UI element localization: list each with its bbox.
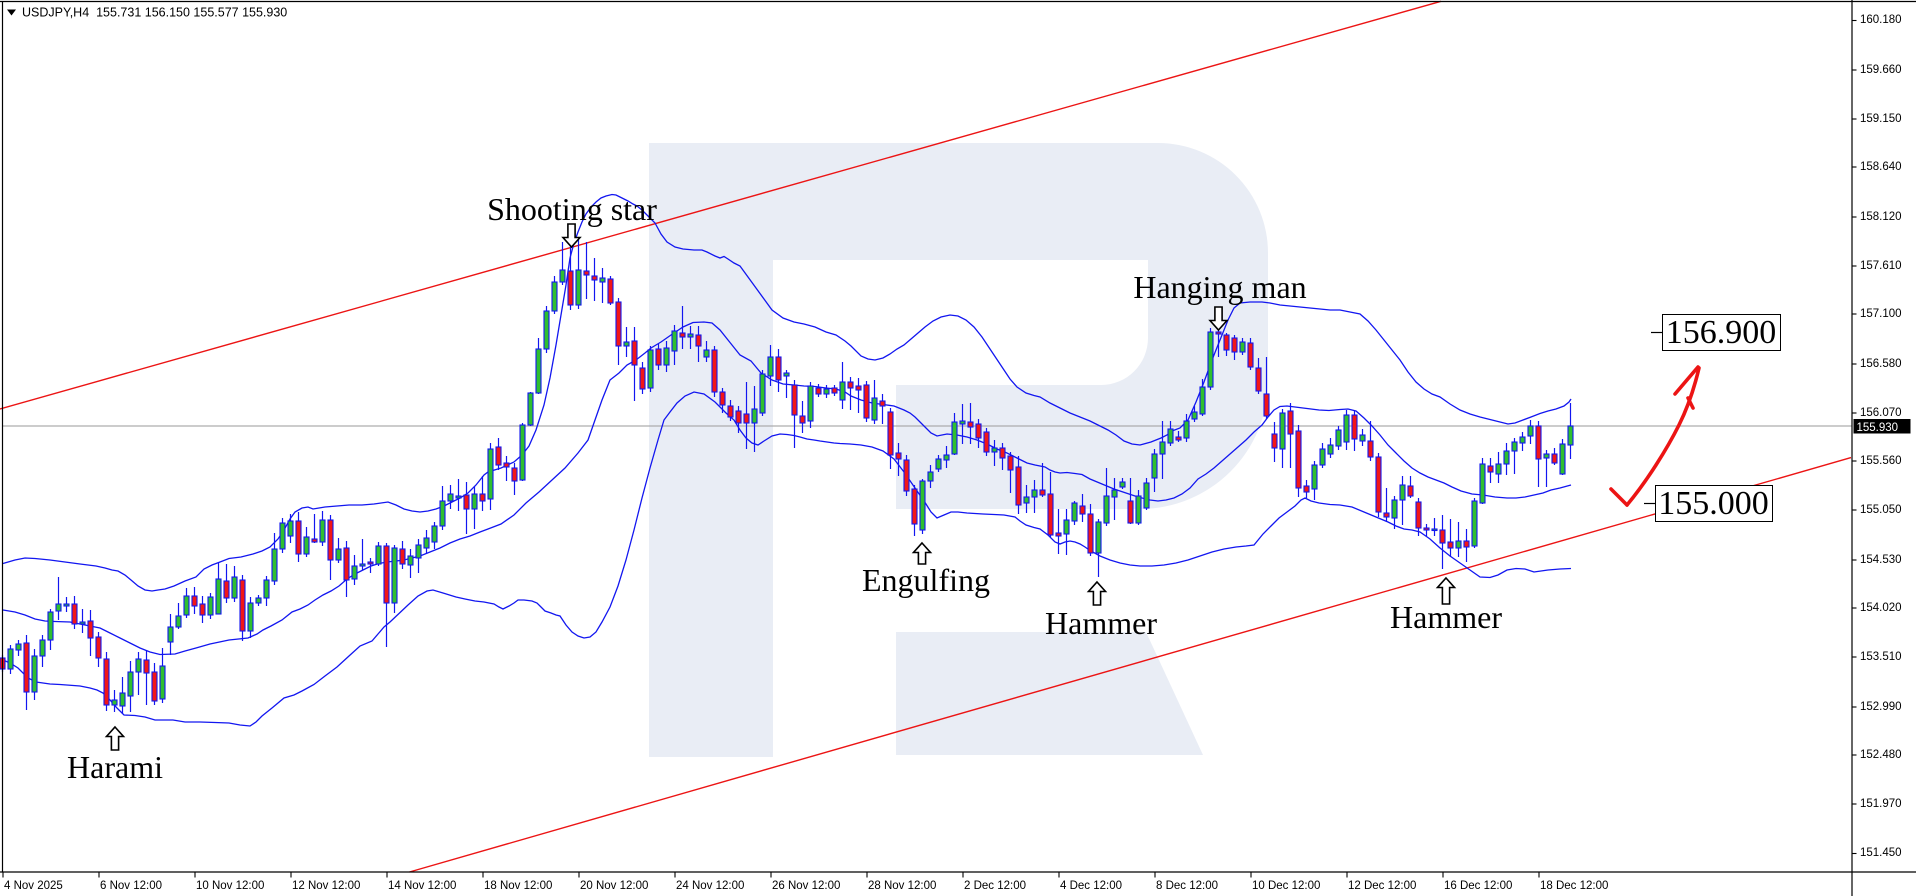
svg-text:USDJPY,H4 155.731 156.150 155: USDJPY,H4 155.731 156.150 155.577 155.93… xyxy=(22,6,287,20)
svg-text:155.930: 155.930 xyxy=(1857,422,1899,434)
